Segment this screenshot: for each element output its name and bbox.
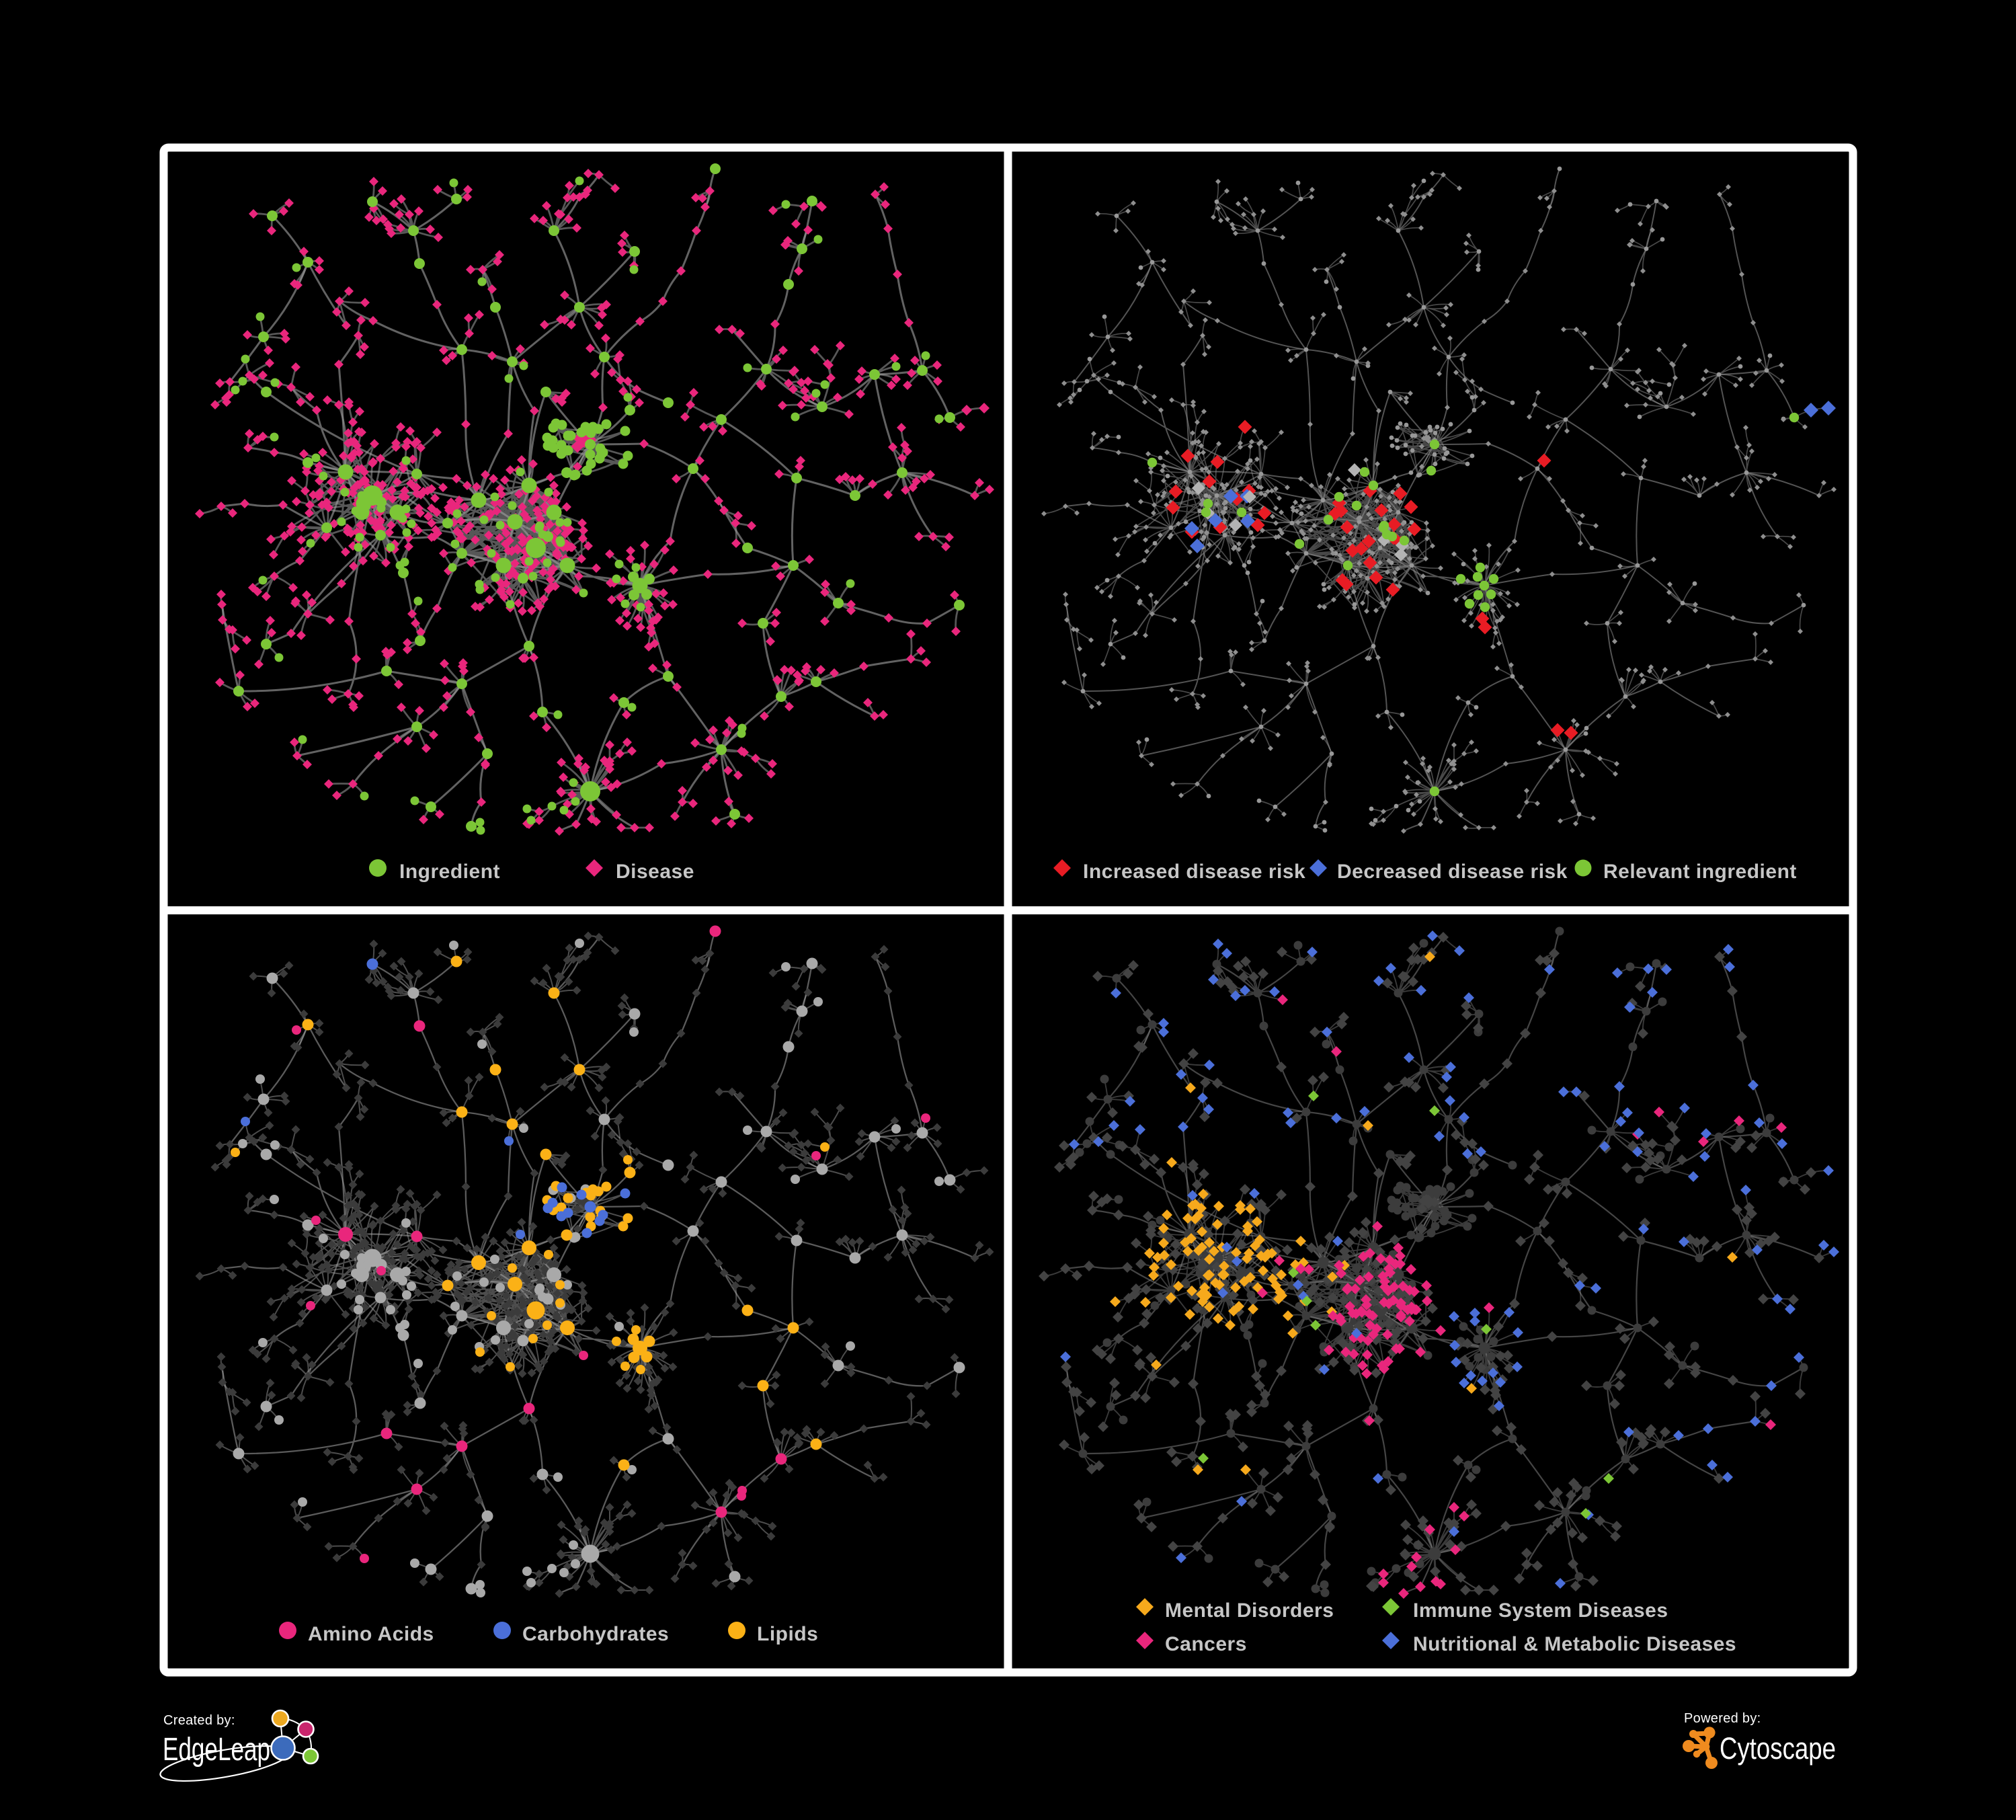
svg-text:Cancers: Cancers [1165,1633,1247,1655]
svg-text:Mental Disorders: Mental Disorders [1165,1599,1334,1622]
svg-text:Ingredient: Ingredient [399,861,500,883]
svg-text:Decreased disease risk: Decreased disease risk [1337,861,1568,883]
svg-text:Increased disease risk: Increased disease risk [1083,861,1305,883]
svg-text:Disease: Disease [616,861,694,883]
svg-text:Carbohydrates: Carbohydrates [522,1623,669,1645]
svg-text:Immune System Diseases: Immune System Diseases [1413,1599,1668,1622]
svg-text:Cytoscape: Cytoscape [1720,1731,1836,1766]
svg-text:Lipids: Lipids [757,1623,818,1645]
svg-text:Amino Acids: Amino Acids [308,1623,434,1645]
svg-text:Relevant ingredient: Relevant ingredient [1603,861,1797,883]
svg-text:Nutritional & Metabolic Diseas: Nutritional & Metabolic Diseases [1413,1633,1736,1655]
svg-text:Created by:: Created by: [163,1713,235,1728]
svg-text:EdgeLeap: EdgeLeap [163,1732,270,1768]
svg-text:Powered by:: Powered by: [1684,1711,1761,1726]
